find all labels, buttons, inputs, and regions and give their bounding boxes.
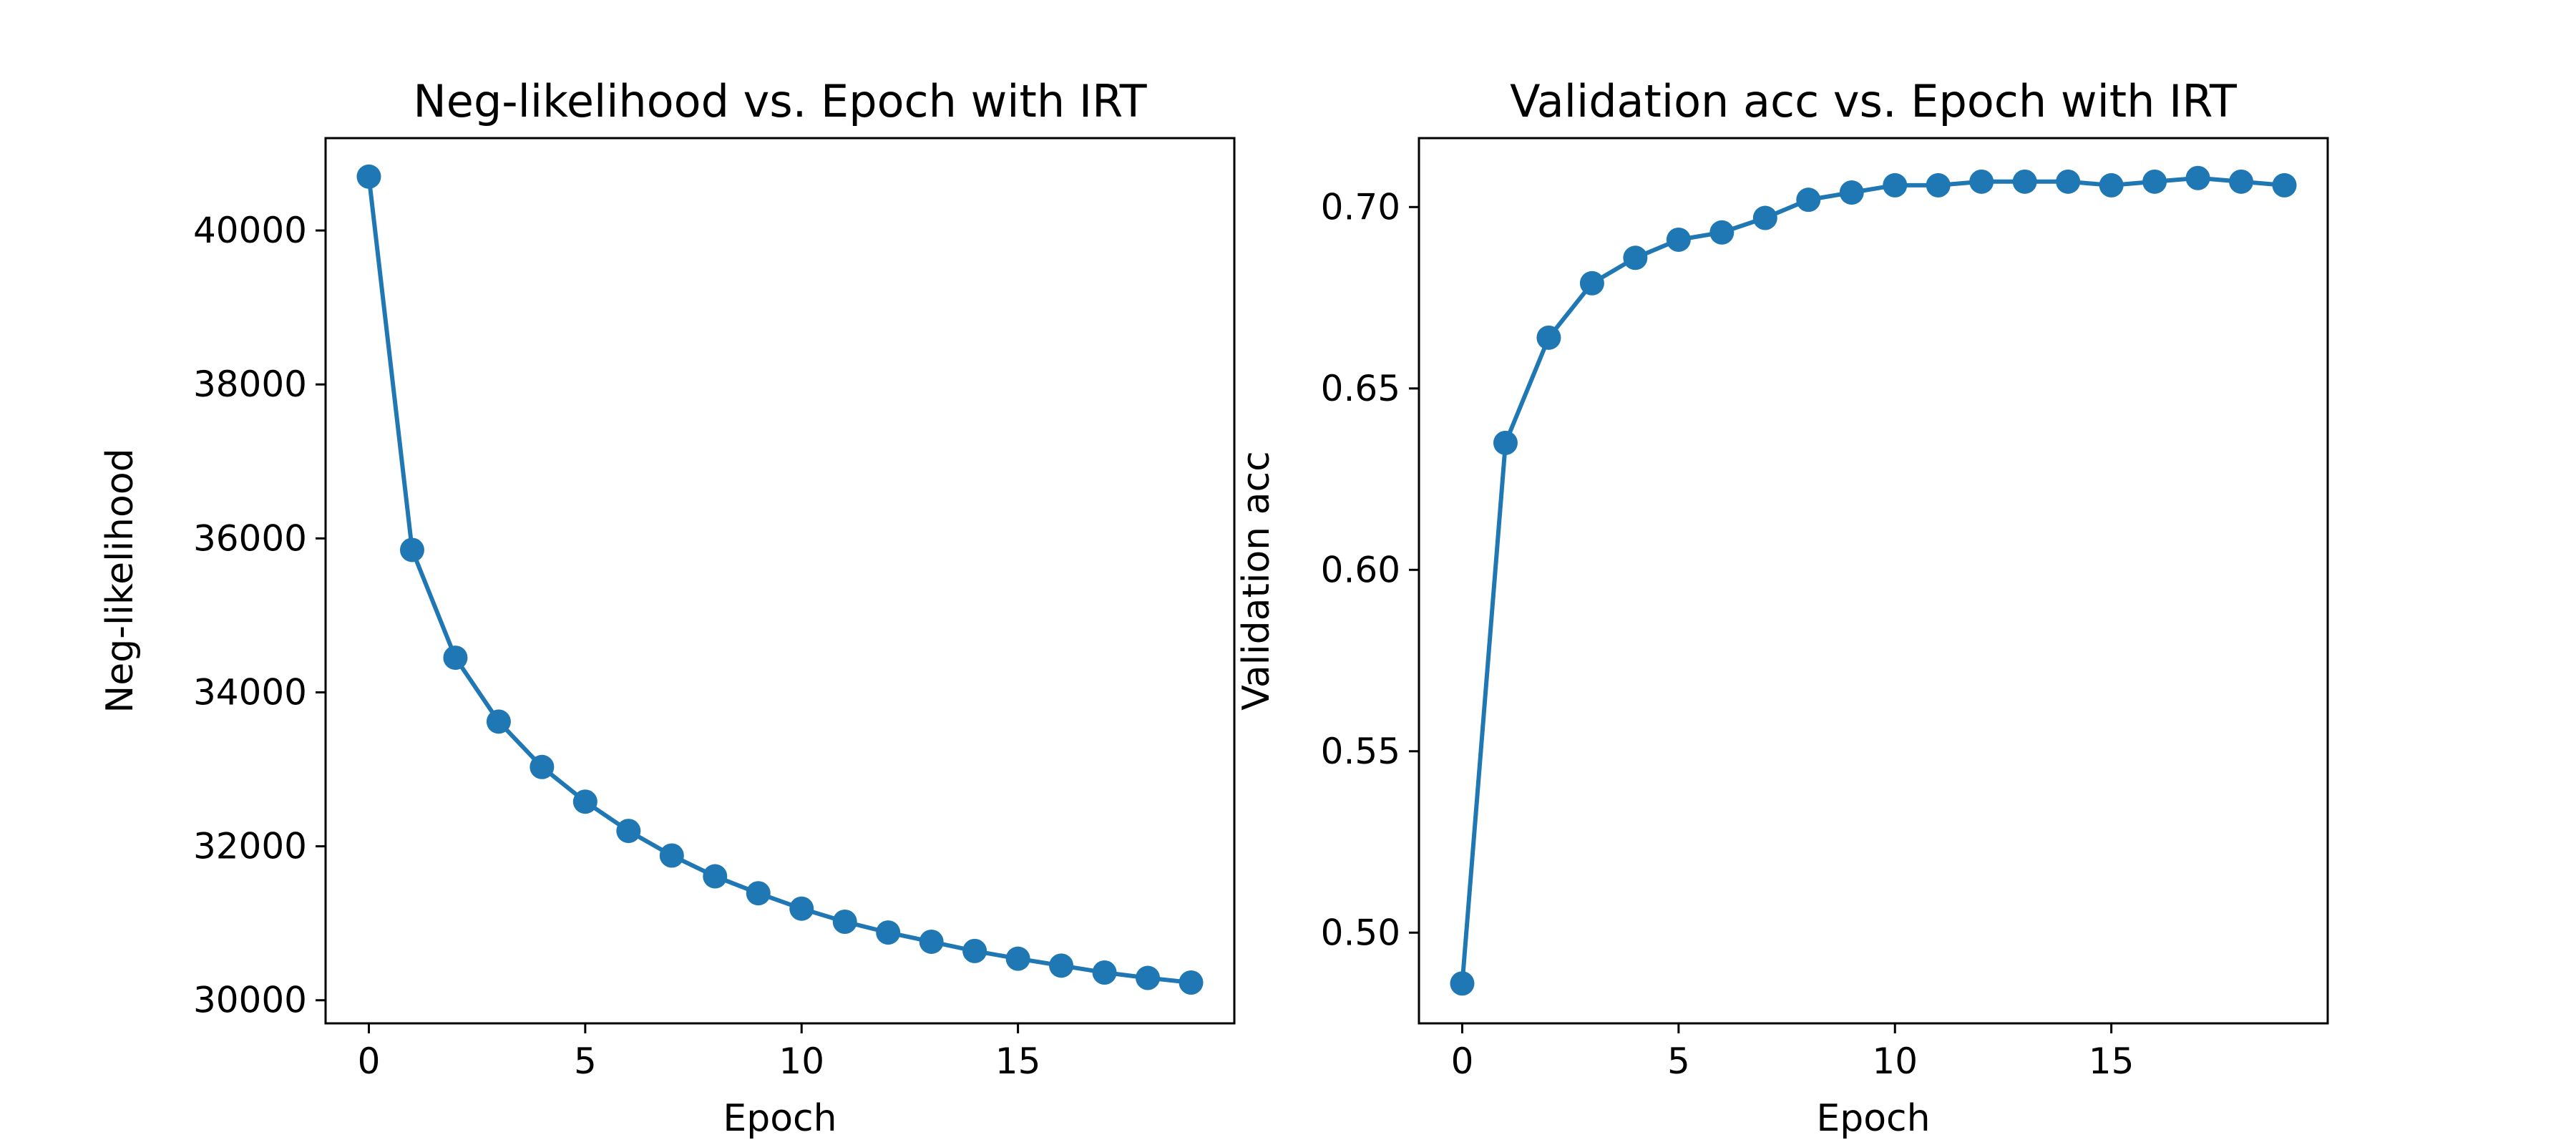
data-point [1136,965,1161,990]
data-point [1883,172,1908,198]
y-tick-label: 0.70 [1321,186,1400,228]
data-point [2056,169,2081,194]
data-point [746,881,771,906]
x-axis-label: Epoch [723,1097,836,1140]
data-point [1623,245,1648,271]
y-axis-label: Validation acc [1235,451,1278,710]
data-point [1709,220,1735,245]
data-point [356,164,381,189]
data-point [2185,165,2210,190]
data-point [1536,325,1561,350]
neg-likelihood-chart: Neg-likelihood vs. Epoch with IRT 0 5 10 15 3… [99,75,1236,1140]
data-point [1579,271,1604,296]
x-tick-label: 15 [995,1041,1041,1082]
y-tick-label: 0.60 [1321,549,1400,590]
data-point [486,709,511,734]
data-point [1493,430,1518,455]
data-point [659,843,684,868]
x-axis-label: Epoch [1816,1097,1930,1140]
data-point [1839,180,1864,205]
x-tick-label: 5 [574,1041,597,1082]
data-point [443,645,468,671]
data-point [2099,172,2124,198]
data-point [1926,172,1951,198]
data-point [616,819,641,844]
data-point [1005,946,1030,971]
plot-frame [1418,137,2329,1025]
data-point [2142,169,2167,194]
data-point [919,929,944,954]
x-tick-label: 10 [1872,1041,1918,1082]
y-axis-label: Neg-likelihood [99,448,142,713]
data-point [1092,960,1117,985]
chart-title: Neg-likelihood vs. Epoch with IRT [413,75,1147,127]
data-point [789,896,814,921]
data-point [703,864,728,889]
x-tick-label: 5 [1667,1041,1690,1082]
data-point [876,920,901,945]
data-point [1049,953,1074,978]
data-point [2272,172,2297,198]
data-point [1450,971,1475,996]
series-line [1460,175,2285,984]
data-point [399,537,424,562]
y-tick-label: 32000 [193,826,307,867]
y-tick-label: 34000 [193,671,307,713]
data-point [1666,227,1691,252]
data-point [1796,187,1821,213]
series-line [366,176,1191,985]
data-point [572,789,597,814]
y-tick-label: 36000 [193,517,307,559]
data-point [832,910,857,935]
x-tick-label: 15 [2089,1041,2135,1082]
y-tick-label: 0.65 [1321,368,1400,409]
chart-title: Validation acc vs. Epoch with IRT [1510,75,2238,127]
x-tick-label: 10 [779,1041,824,1082]
x-tick-label: 0 [358,1041,381,1082]
plot-frame [324,137,1236,1025]
data-point [1752,205,1777,230]
y-tick-label: 0.50 [1321,912,1400,953]
data-point [2229,169,2254,194]
data-point [2012,169,2037,194]
validation-acc-chart: Validation acc vs. Epoch with IRT 0 5 10 15 0… [1235,75,2329,1140]
data-point [530,754,555,779]
data-point [1969,169,1994,194]
data-point [1179,970,1204,995]
y-tick-label: 40000 [193,210,307,251]
y-tick-label: 38000 [193,364,307,405]
x-tick-label: 0 [1451,1041,1474,1082]
y-tick-label: 0.55 [1321,731,1400,772]
data-point [962,938,987,963]
y-tick-label: 30000 [193,980,307,1021]
